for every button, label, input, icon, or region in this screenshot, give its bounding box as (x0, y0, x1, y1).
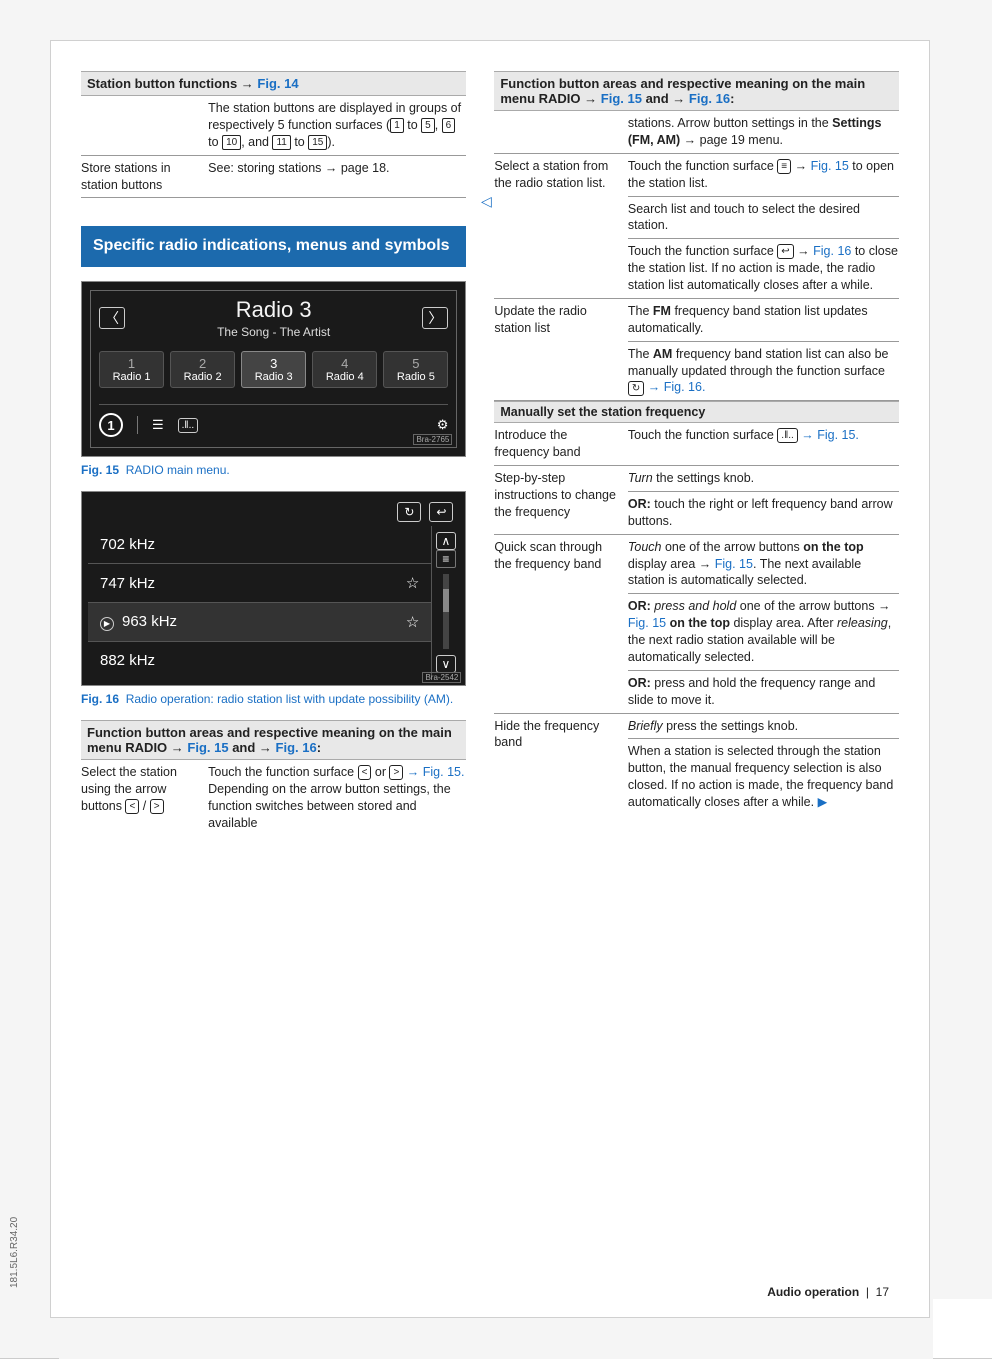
row-update-list: Update the radio station list The FM fre… (494, 299, 899, 401)
preset-5: 5Radio 5 (383, 351, 448, 388)
back-icon: ↩ (777, 244, 793, 259)
refresh-icon: ↻ (628, 381, 644, 396)
scroll-up-icon: ∧ (436, 532, 456, 550)
row-quick-scan: Quick scan through the frequency band To… (494, 535, 899, 714)
preset-3: 3Radio 3 (241, 351, 306, 388)
frequency-icon: .‖.. (777, 428, 797, 443)
preset-4: 4Radio 4 (312, 351, 377, 388)
list-icon: ☰ (152, 417, 164, 433)
gear-icon: ⚙ (437, 417, 449, 433)
figure-16-station-list: ↻ ↩ 702 kHz 747 kHz☆ ▶963 kHz☆ 882 kHz ∧… (81, 491, 466, 686)
list-item: 882 kHz (88, 642, 431, 679)
right-table-header: Function button areas and respective mea… (494, 71, 899, 111)
list-item-selected: ▶963 kHz☆ (88, 603, 431, 642)
row-introduce-band: Introduce the frequency band Touch the f… (494, 423, 899, 466)
scroll-down-icon: ∨ (436, 655, 456, 673)
row-store-stations: Store stations in station buttons See: s… (81, 156, 466, 199)
fig16-caption: Fig. 16 Radio operation: radio station l… (81, 692, 466, 706)
play-icon: ▶ (100, 617, 114, 631)
preset-2: 2Radio 2 (170, 351, 235, 388)
row-arrow-settings: stations. Arrow button settings in the S… (494, 111, 899, 154)
fig15-caption: Fig. 15 RADIO main menu. (81, 463, 466, 477)
row-station-buttons-groups: The station buttons are displayed in gro… (81, 96, 466, 156)
figure-code: Bra-2542 (422, 672, 461, 683)
page-footer: Audio operation | 17 (767, 1285, 889, 1299)
document-id-side: 181.5L6.R34.20 (9, 1217, 20, 1288)
figure-15-radio-main: 〈 Radio 3 The Song - The Artist 〉 1Radio… (81, 281, 466, 457)
prev-station-icon: 〈 (99, 307, 125, 329)
list-item: 702 kHz (88, 526, 431, 564)
list-menu-icon: ≡ (436, 550, 456, 568)
row-select-from-list: Select a station from the radio station … (494, 154, 899, 299)
row-step-by-step: Step-by-step instructions to change the … (494, 466, 899, 535)
list-icon: ≡ (777, 159, 791, 174)
left-table-header: Station button functions → Fig. 14 (81, 71, 466, 96)
preset-row: 1Radio 1 2Radio 2 3Radio 3 4Radio 4 5Rad… (99, 351, 448, 388)
list-item: 747 kHz☆ (88, 564, 431, 603)
radio-title: Radio 3 (135, 297, 412, 323)
subheader-manual-frequency: Manually set the station frequency (494, 401, 899, 423)
star-icon: ☆ (406, 613, 419, 631)
star-icon: ☆ (406, 574, 419, 592)
preset-1: 1Radio 1 (99, 351, 164, 388)
continue-marker-icon: ▶ (818, 795, 828, 809)
left-table2-header: Function button areas and respective mea… (81, 720, 466, 760)
radio-subtitle: The Song - The Artist (135, 325, 412, 339)
refresh-icon: ↻ (397, 502, 421, 522)
back-icon: ↩ (429, 502, 453, 522)
frequency-icon: .‖.. (178, 418, 198, 433)
next-station-icon: 〉 (422, 307, 448, 329)
figure-code: Bra-2765 (413, 434, 452, 445)
end-section-marker-left: ◁ (481, 193, 492, 210)
scroll-column: ∧ ≡ ∨ (431, 526, 459, 679)
row-select-station-arrows: Select the station using the arrow butto… (81, 760, 466, 836)
callout-circle-1: 1 (99, 413, 123, 437)
row-hide-band: Hide the frequency band Briefly press th… (494, 714, 899, 815)
section-heading-blue: Specific radio indications, menus and sy… (81, 226, 466, 267)
